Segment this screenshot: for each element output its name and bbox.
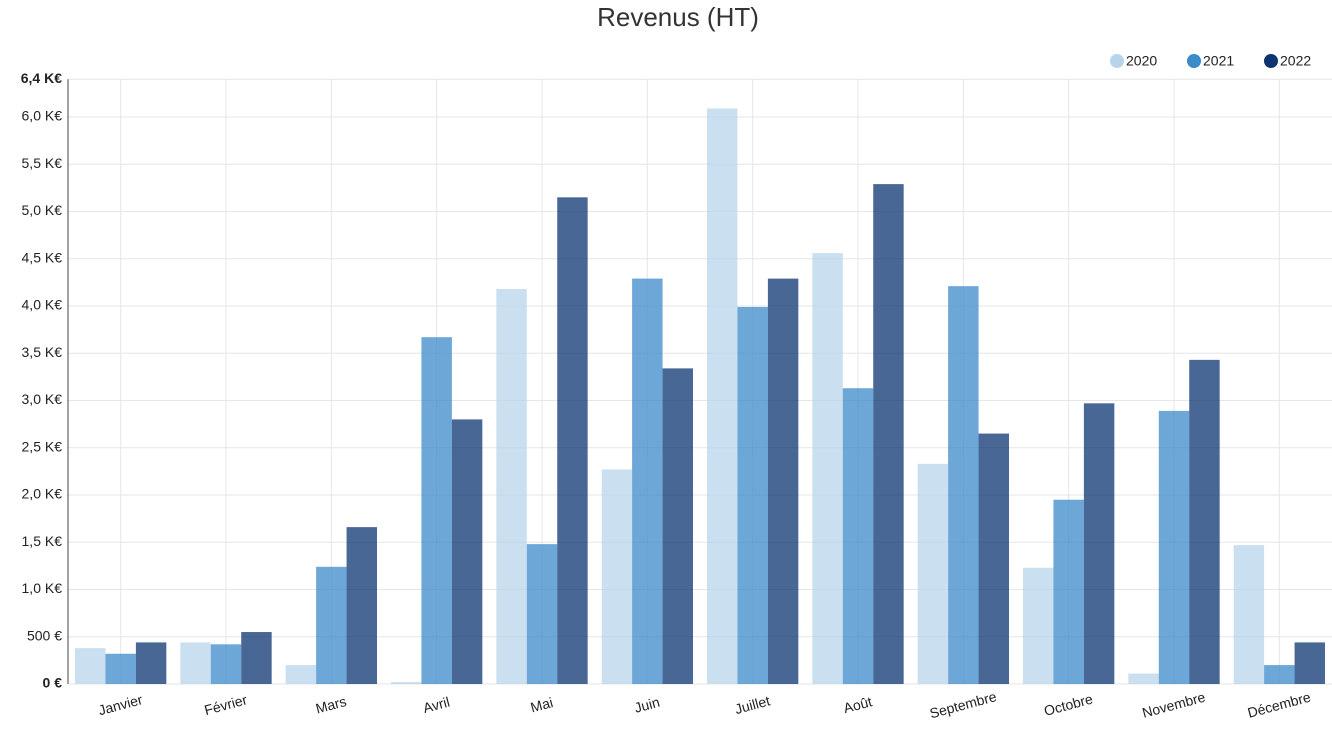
x-tick-label: Mai xyxy=(529,694,555,715)
y-tick-label: 1,5 K€ xyxy=(22,533,63,549)
x-tick-label: Octobre xyxy=(1042,691,1094,719)
y-tick-label: 0 € xyxy=(43,675,63,691)
bar xyxy=(451,419,483,684)
bar xyxy=(601,469,633,684)
bar xyxy=(421,337,452,684)
bar xyxy=(135,642,167,684)
bar xyxy=(842,388,874,684)
bar xyxy=(737,306,768,684)
bar xyxy=(180,642,211,684)
legend-label: 2021 xyxy=(1203,53,1234,69)
bar xyxy=(496,288,527,684)
y-tick-label: 3,5 K€ xyxy=(22,344,63,360)
y-tick-label: 2,0 K€ xyxy=(22,486,63,502)
bar xyxy=(707,108,738,685)
y-tick-label: 6,0 K€ xyxy=(22,108,63,124)
x-tick-label: Avril xyxy=(421,694,451,716)
y-tick-label: 1,0 K€ xyxy=(22,580,63,596)
bar xyxy=(210,644,242,684)
bar xyxy=(391,682,422,684)
bar xyxy=(1294,642,1325,684)
x-tick-label: Mars xyxy=(314,693,348,717)
x-tick-label: Août xyxy=(842,693,874,716)
bar xyxy=(285,665,317,684)
bar xyxy=(948,286,979,684)
bar xyxy=(1233,545,1265,684)
legend-marker xyxy=(1264,54,1278,68)
bar xyxy=(1083,403,1115,684)
y-tick-label: 6,4 K€ xyxy=(21,70,62,86)
bar xyxy=(1264,665,1295,684)
y-tick-label: 4,5 K€ xyxy=(22,249,63,265)
x-tick-label: Juin xyxy=(633,694,662,716)
legend-label: 2022 xyxy=(1280,53,1311,69)
bar xyxy=(1053,499,1084,684)
y-tick-label: 4,0 K€ xyxy=(22,297,63,313)
chart-title: Revenus (HT) xyxy=(597,2,759,32)
y-tick-label: 500 € xyxy=(27,627,62,643)
bar xyxy=(662,368,693,684)
y-tick-label: 5,5 K€ xyxy=(22,155,63,171)
legend-label: 2020 xyxy=(1126,53,1157,69)
bar xyxy=(1158,410,1190,684)
bar xyxy=(873,184,904,684)
x-tick-label: Juillet xyxy=(733,692,772,717)
bar xyxy=(526,544,558,684)
bar xyxy=(1023,567,1054,684)
bar xyxy=(978,433,1009,684)
bar xyxy=(812,253,843,684)
y-tick-label: 3,0 K€ xyxy=(22,391,63,407)
legend-marker xyxy=(1187,54,1201,68)
bar xyxy=(75,648,106,684)
bar xyxy=(917,463,949,684)
bar xyxy=(632,278,663,684)
x-tick-label: Janvier xyxy=(96,691,144,718)
bar xyxy=(241,632,272,684)
bar xyxy=(1128,673,1159,684)
bar xyxy=(767,278,799,684)
bar xyxy=(346,527,377,684)
x-tick-label: Février xyxy=(203,691,250,718)
bar xyxy=(557,197,588,684)
legend-marker xyxy=(1110,54,1124,68)
bar xyxy=(316,566,347,684)
bar xyxy=(105,653,136,684)
bar xyxy=(1189,359,1220,684)
y-tick-label: 2,5 K€ xyxy=(22,438,63,454)
x-tick-label: Septembre xyxy=(928,688,998,721)
y-tick-label: 5,0 K€ xyxy=(22,202,63,218)
x-tick-label: Novembre xyxy=(1140,689,1207,721)
x-tick-label: Décembre xyxy=(1246,689,1313,721)
